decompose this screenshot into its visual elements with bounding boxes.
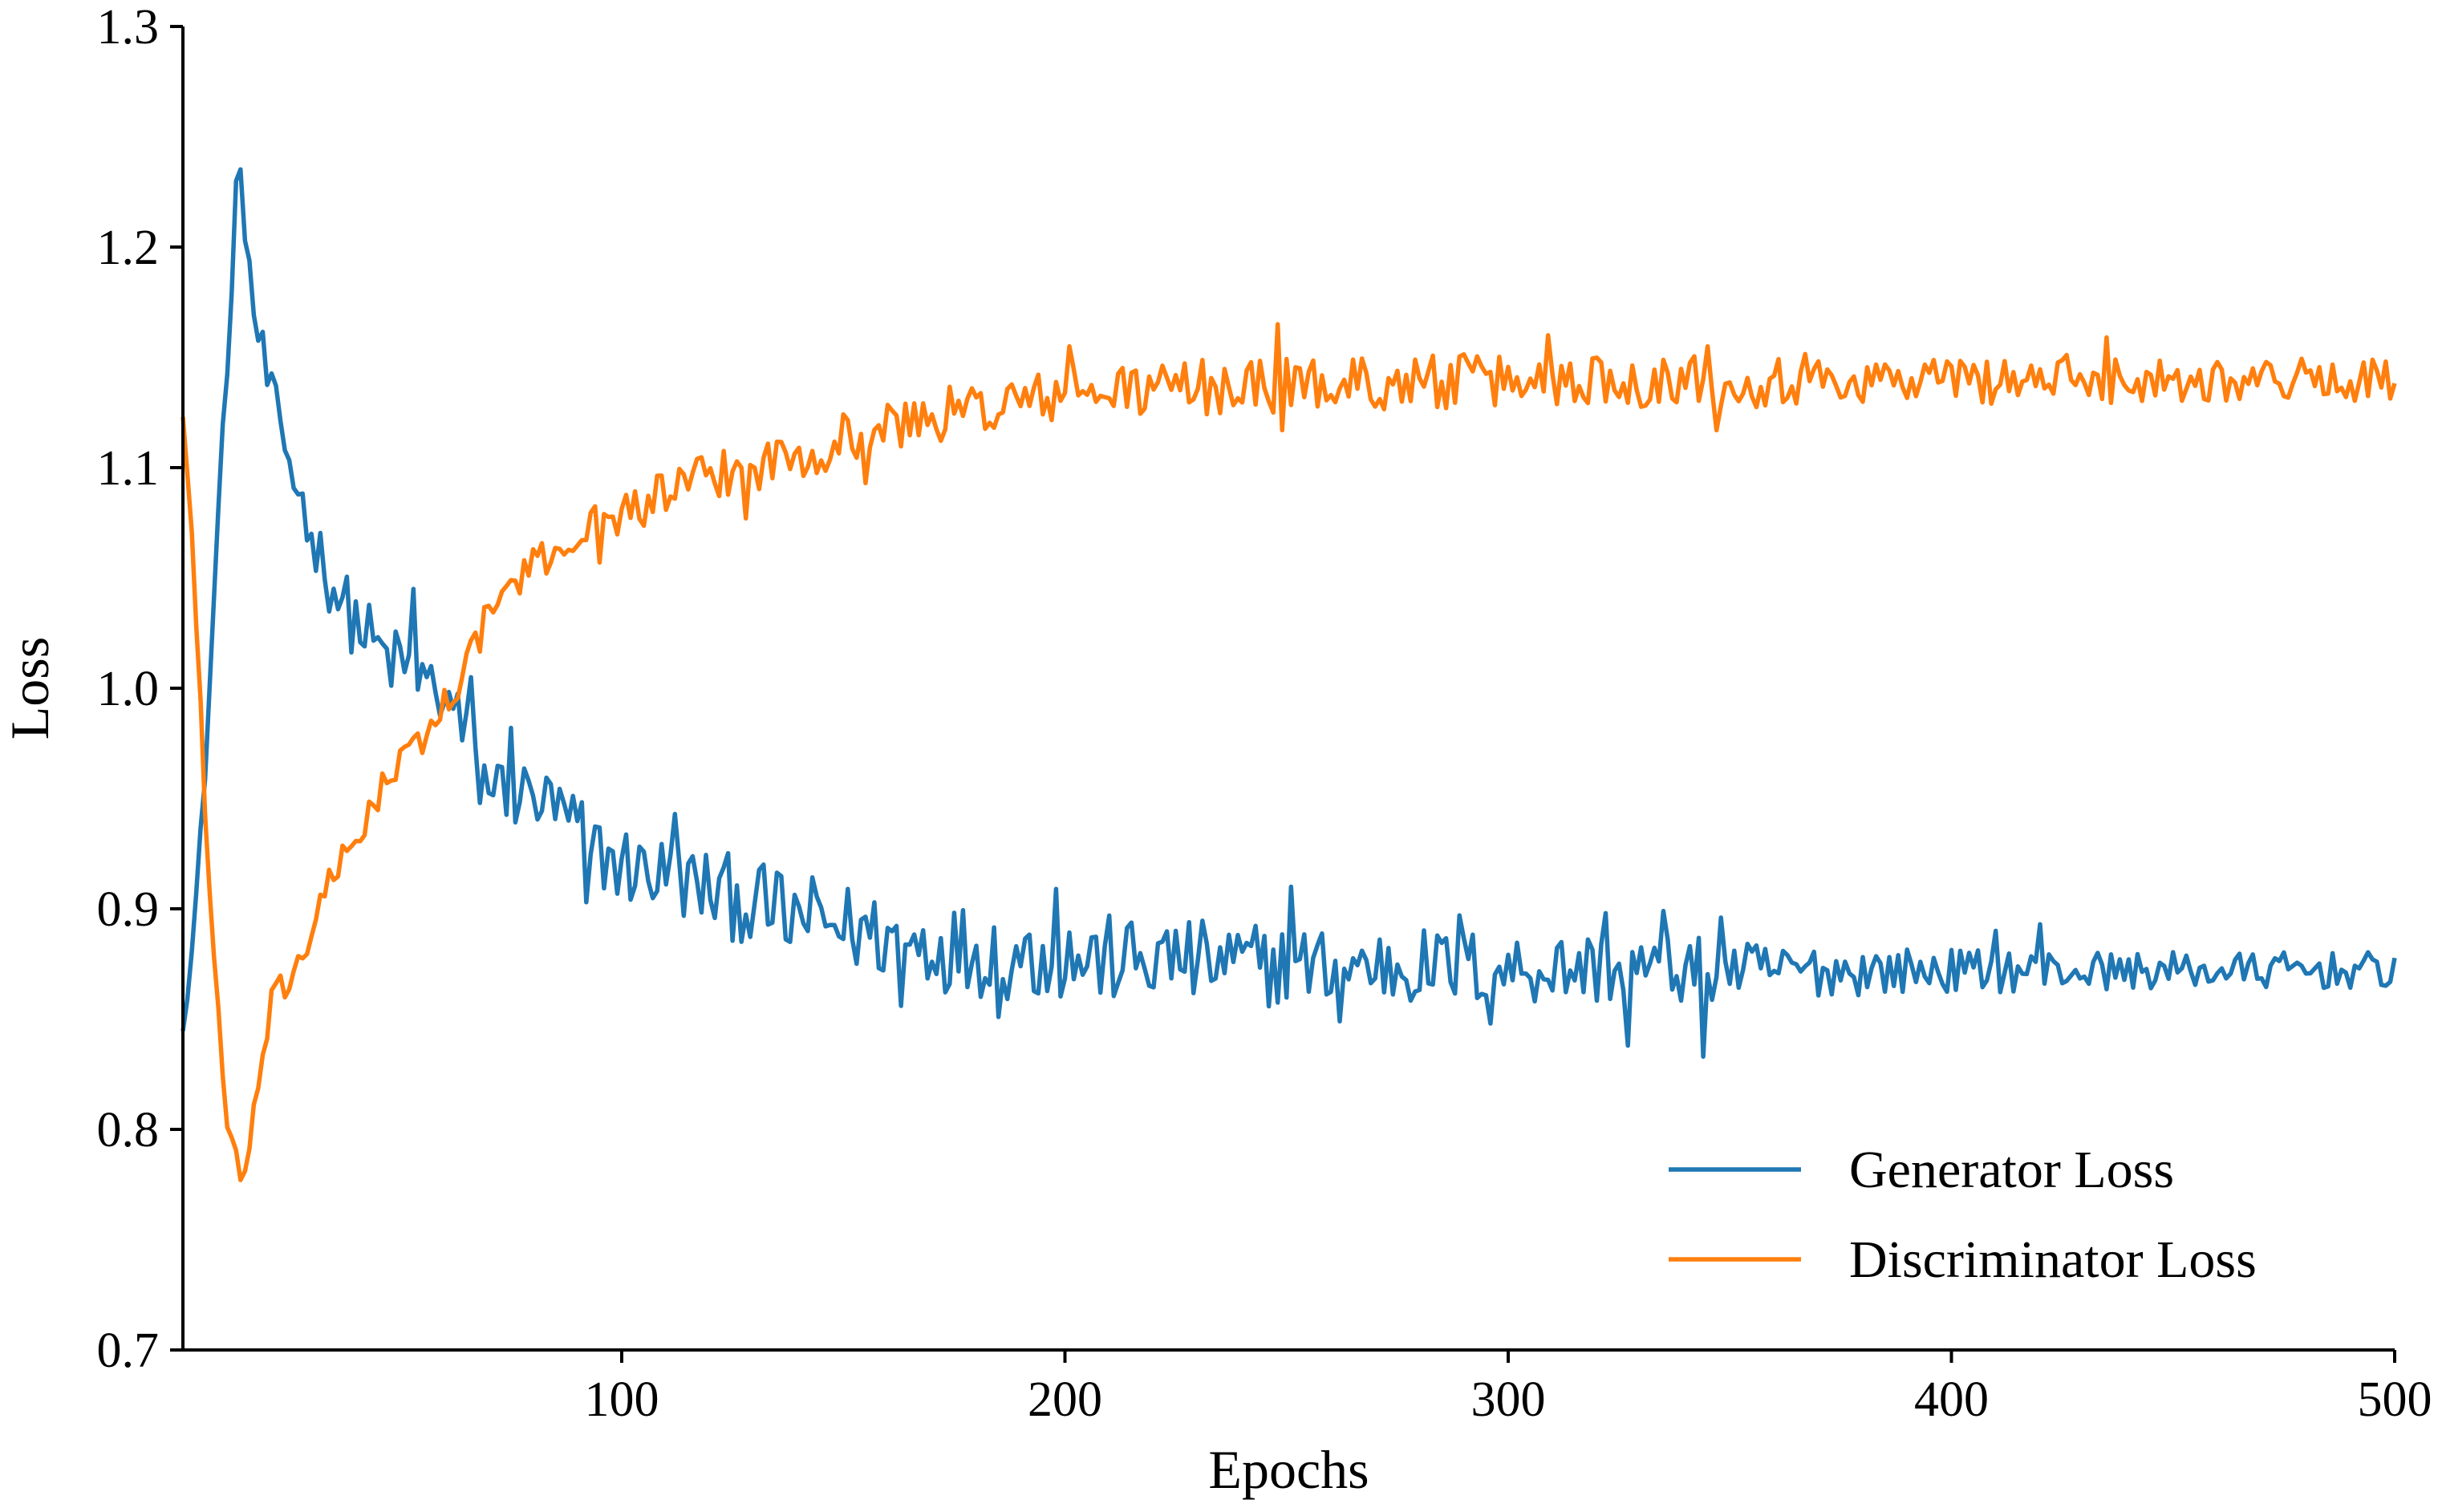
legend-label-generator: Generator Loss [1849, 1141, 2174, 1199]
plot-lines [181, 167, 2397, 1182]
x-tick-label: 500 [2358, 1372, 2432, 1427]
y-tick-label: 1.0 [97, 662, 160, 716]
y-axis-label: Loss [0, 637, 60, 740]
y-tick-label: 0.8 [97, 1103, 160, 1157]
x-tick-label: 100 [584, 1372, 659, 1427]
x-tick-label: 200 [1028, 1372, 1102, 1427]
y-tick-label: 1.2 [97, 221, 160, 275]
y-tick-label: 1.1 [97, 441, 160, 496]
x-tick-label: 400 [1914, 1372, 1989, 1427]
legend: Generator Loss Discriminator Loss [1669, 1141, 2257, 1289]
y-tick-label: 0.7 [97, 1324, 160, 1378]
y-tick-label: 0.9 [97, 882, 160, 937]
series-line-discriminator [181, 322, 2397, 1182]
series-line-generator [181, 167, 2397, 1060]
legend-label-discriminator: Discriminator Loss [1849, 1230, 2257, 1289]
x-axis-ticks: 100 200 300 400 500 [584, 1350, 2432, 1427]
x-axis-label: Epochs [1208, 1439, 1369, 1500]
x-tick-label: 300 [1470, 1372, 1545, 1427]
y-tick-label: 1.3 [97, 0, 160, 55]
y-axis-ticks: 0.7 0.8 0.9 1.0 1.1 1.2 1.3 [97, 0, 183, 1378]
